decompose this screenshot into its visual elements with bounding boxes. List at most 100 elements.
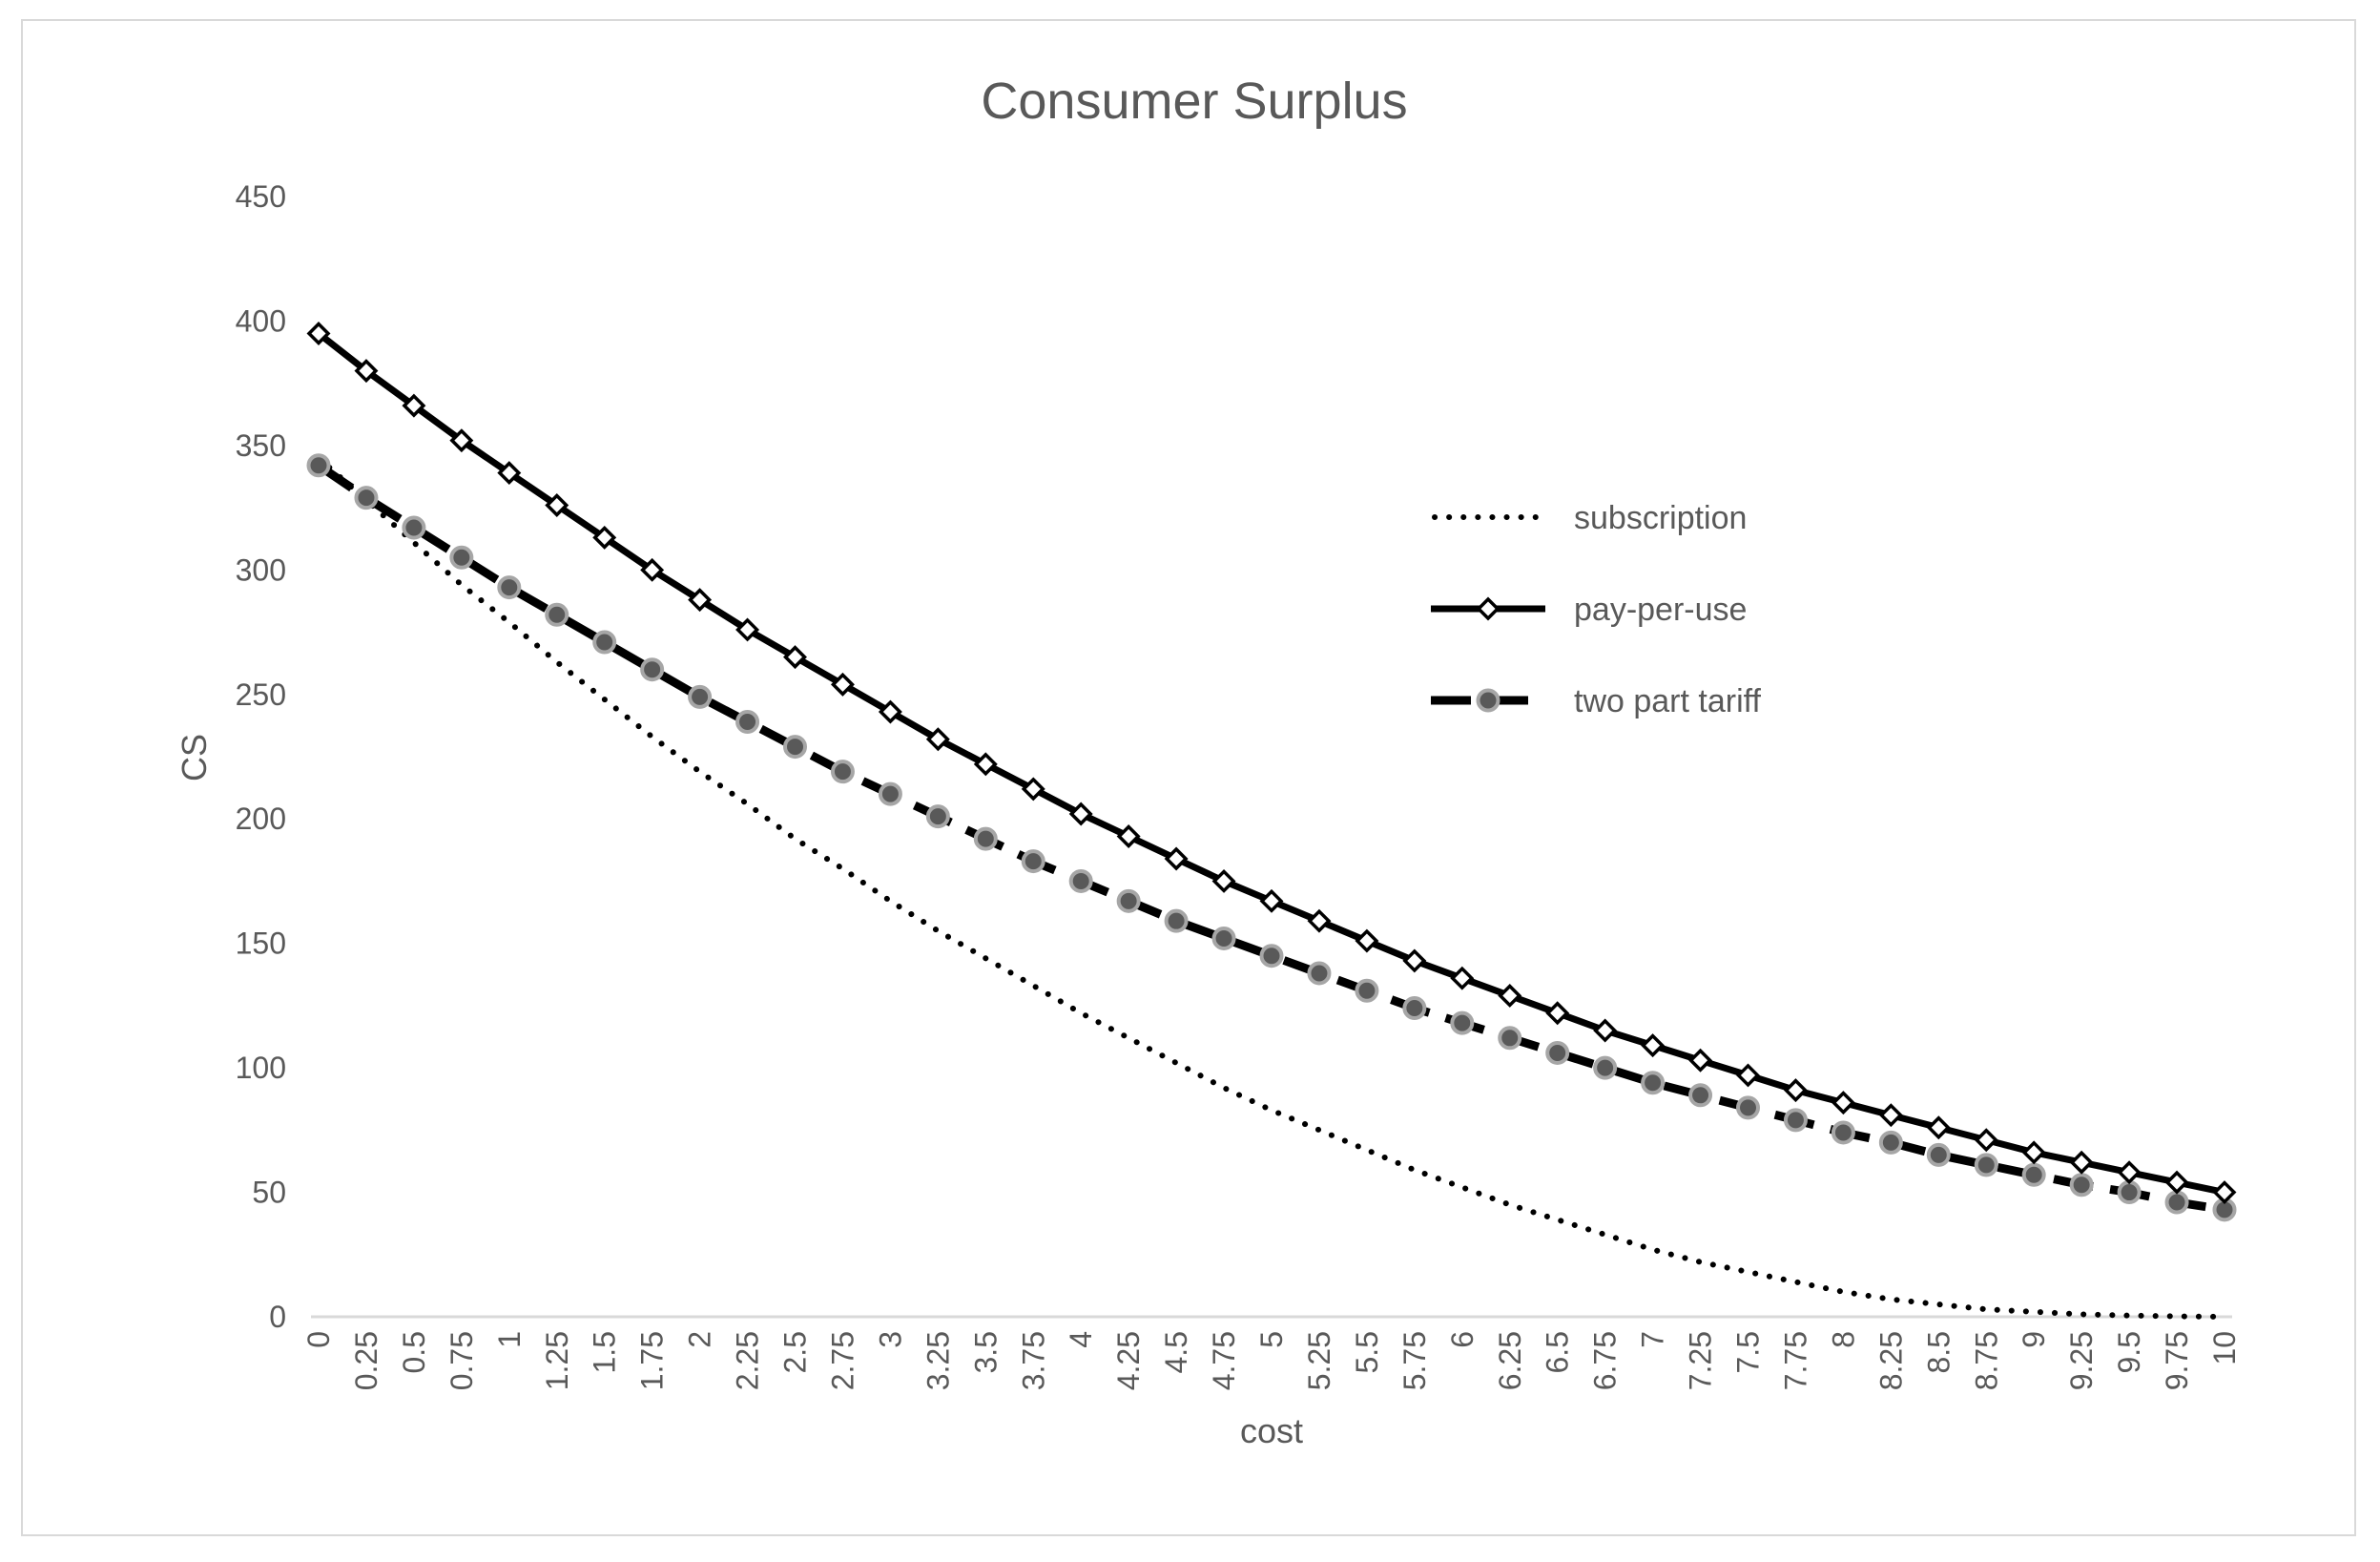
marker-two-part-tariff <box>1641 1071 1666 1095</box>
marker-two-part-tariff <box>2164 1190 2189 1215</box>
x-tick-label: 7.25 <box>1684 1331 1718 1390</box>
marker-pay-per-use <box>1736 1063 1760 1088</box>
marker-pay-per-use <box>306 322 331 345</box>
marker-pay-per-use <box>592 525 617 550</box>
marker-pay-per-use <box>2164 1170 2189 1195</box>
marker-two-part-tariff <box>1450 1010 1475 1035</box>
marker-pay-per-use <box>1307 908 1332 933</box>
x-tick-label: 9.75 <box>2160 1331 2194 1390</box>
marker-pay-per-use <box>1116 824 1141 848</box>
marker-two-part-tariff <box>1259 944 1284 968</box>
marker-two-part-tariff <box>545 602 569 627</box>
marker-pay-per-use <box>1259 888 1284 913</box>
x-tick-label: 4 <box>1064 1331 1098 1348</box>
x-tick-label: 3.75 <box>1016 1331 1050 1390</box>
marker-two-part-tariff <box>640 657 665 682</box>
x-tick-label: 2.5 <box>778 1331 813 1373</box>
x-tick-label: 5.75 <box>1397 1331 1432 1390</box>
legend-item: subscription <box>1432 500 1747 536</box>
marker-pay-per-use <box>1974 1128 1998 1153</box>
marker-two-part-tariff <box>497 575 522 600</box>
marker-two-part-tariff <box>1593 1055 1618 1080</box>
marker-pay-per-use <box>640 557 665 582</box>
x-tick-label: 3.5 <box>968 1331 1003 1373</box>
legend-label: subscription <box>1574 500 1747 536</box>
legend-label: two part tariff <box>1574 683 1761 719</box>
marker-pay-per-use <box>783 645 807 670</box>
marker-two-part-tariff <box>1211 926 1236 950</box>
x-tick-label: 7.5 <box>1731 1331 1766 1373</box>
marker-pay-per-use <box>1021 777 1045 802</box>
marker-pay-per-use <box>735 617 760 642</box>
marker-pay-per-use <box>1498 983 1522 1008</box>
x-tick-label: 4.25 <box>1111 1331 1146 1390</box>
marker-pay-per-use <box>1878 1103 1903 1128</box>
marker-two-part-tariff <box>306 453 331 478</box>
marker-pay-per-use <box>1641 1033 1666 1058</box>
marker-two-part-tariff <box>688 684 713 709</box>
marker-two-part-tariff <box>1021 849 1045 874</box>
marker-two-part-tariff <box>878 781 902 806</box>
legend-marker-pay-per-use <box>1476 596 1500 621</box>
marker-pay-per-use <box>1355 928 1379 953</box>
marker-two-part-tariff <box>2021 1162 2046 1187</box>
marker-two-part-tariff <box>1355 978 1379 1003</box>
y-tick-label: 200 <box>236 802 286 836</box>
x-tick-label: 6 <box>1445 1331 1480 1348</box>
x-tick-label: 6.25 <box>1493 1331 1527 1390</box>
marker-two-part-tariff <box>1878 1130 1903 1155</box>
marker-two-part-tariff <box>1688 1083 1713 1108</box>
y-tick-label: 350 <box>236 428 286 463</box>
marker-pay-per-use <box>545 493 569 517</box>
x-tick-label: 8 <box>1826 1331 1860 1348</box>
marker-two-part-tariff <box>925 804 950 829</box>
y-tick-label: 150 <box>236 927 286 961</box>
y-tick-label: 50 <box>252 1176 286 1210</box>
marker-pay-per-use <box>688 588 713 613</box>
x-tick-label: 8.75 <box>1969 1331 2003 1390</box>
x-tick-label: 1.75 <box>635 1331 670 1390</box>
marker-two-part-tariff <box>354 486 379 510</box>
marker-two-part-tariff <box>1068 868 1093 893</box>
chart-title: Consumer Surplus <box>981 73 1407 130</box>
chart-frame: Consumer Surplus CS cost 0 50 100 150 200 250… <box>21 19 2356 1536</box>
marker-pay-per-use <box>2069 1150 2094 1175</box>
y-tick-label: 250 <box>236 677 286 712</box>
marker-two-part-tariff <box>449 545 474 570</box>
axis-layer: 0 50 100 150 200 250 300 350 400 450 0 0.25 0.5 0.75 1… <box>236 179 2242 1390</box>
series-line-two-part-tariff <box>316 462 2225 1215</box>
legend-label: pay-per-use <box>1574 592 1747 628</box>
x-tick-label: 3 <box>873 1331 907 1348</box>
marker-pay-per-use <box>2021 1140 2046 1165</box>
marker-two-part-tariff <box>1974 1153 1998 1177</box>
legend-marker-two-part-tariff <box>1476 688 1500 713</box>
x-tick-label: 2.75 <box>825 1331 859 1390</box>
x-tick-label: 4.75 <box>1207 1331 1241 1390</box>
marker-pay-per-use <box>830 672 855 697</box>
marker-pay-per-use <box>1402 948 1427 973</box>
x-tick-label: 0.75 <box>445 1331 479 1390</box>
marker-two-part-tariff <box>1736 1095 1760 1120</box>
x-tick-label: 6.75 <box>1588 1331 1623 1390</box>
marker-pay-per-use <box>497 461 522 486</box>
x-tick-label: 8.25 <box>1873 1331 1908 1390</box>
y-axis-title: CS <box>175 734 214 781</box>
x-tick-label: 2 <box>683 1331 717 1348</box>
marker-pay-per-use <box>1831 1091 1855 1115</box>
marker-pay-per-use <box>1783 1078 1808 1103</box>
marker-two-part-tariff <box>1783 1108 1808 1133</box>
marker-two-part-tariff <box>1831 1120 1855 1145</box>
legend-item: pay-per-use <box>1431 592 1747 628</box>
marker-two-part-tariff <box>830 760 855 784</box>
x-tick-label: 0 <box>301 1331 336 1348</box>
x-tick-label: 1 <box>492 1331 527 1348</box>
legend: subscription pay-per-use two part tariff <box>1431 500 1761 719</box>
x-tick-label: 7.75 <box>1778 1331 1812 1390</box>
marker-two-part-tariff <box>592 630 617 655</box>
marker-two-part-tariff <box>735 709 760 734</box>
series-layer <box>306 322 2237 1320</box>
marker-pay-per-use <box>2117 1160 2142 1185</box>
marker-pay-per-use <box>1068 802 1093 826</box>
marker-two-part-tariff <box>402 515 426 540</box>
x-tick-label: 0.25 <box>349 1331 383 1390</box>
